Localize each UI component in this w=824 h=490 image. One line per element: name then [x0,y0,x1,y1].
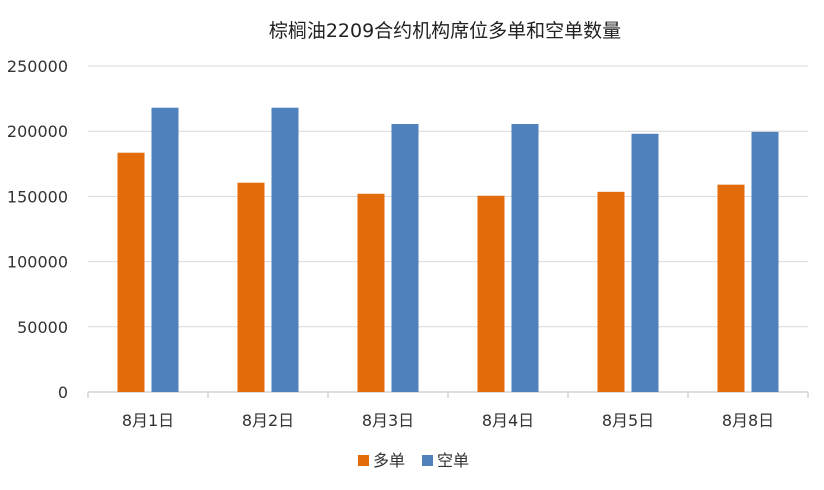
x-tick-label: 8月1日 [122,411,174,430]
x-tick-label: 8月4日 [482,411,534,430]
bar-short [151,107,179,392]
y-axis-ticks: 0 50000 100000 150000 200000 250000 [7,57,68,402]
bar-short [751,131,779,393]
y-tick-label: 50000 [17,318,68,337]
x-tick-label: 8月3日 [362,411,414,430]
bar-short [271,107,299,392]
legend-label: 多单 [373,451,405,470]
x-tick-label: 8月2日 [242,411,294,430]
y-tick-label: 250000 [7,57,68,76]
legend-swatch [422,455,433,466]
bar-short [631,133,659,393]
y-tick-label: 150000 [7,187,68,206]
bar-long [237,182,265,392]
gridlines [88,65,808,393]
bar-long [477,195,505,392]
bars [117,107,779,393]
legend-label: 空单 [437,451,469,470]
bar-short [511,124,539,392]
y-tick-label: 0 [58,383,68,402]
x-axis-ticks: 8月1日 8月2日 8月3日 8月4日 8月5日 8月8日 [87,392,809,430]
y-tick-label: 200000 [7,122,68,141]
chart-title: 棕榈油2209合约机构席位多单和空单数量 [269,20,621,42]
x-tick-label: 8月5日 [602,411,654,430]
legend: 多单 空单 [358,451,469,470]
x-tick-label: 8月8日 [722,411,774,430]
y-tick-label: 100000 [7,253,68,272]
bar-long [357,193,385,392]
bar-long [717,184,745,392]
bar-long [597,191,625,392]
legend-swatch [358,455,369,466]
bar-long [117,152,145,392]
bar-short [391,124,419,392]
